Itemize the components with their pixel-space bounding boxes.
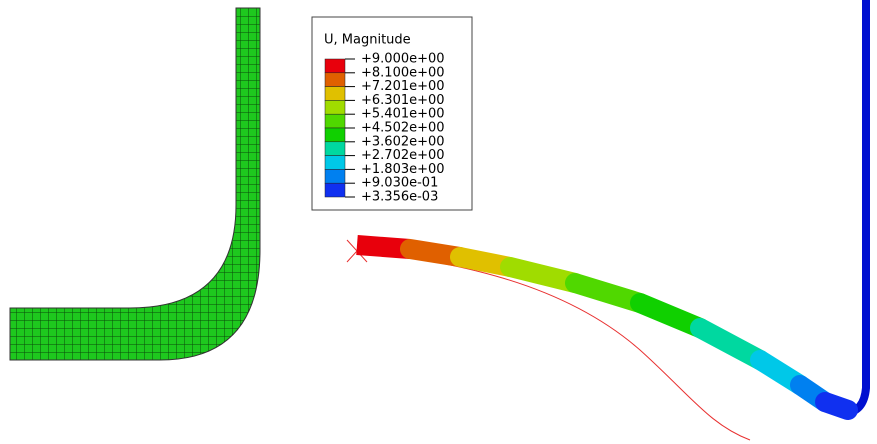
deformed-beam (357, 245, 848, 410)
legend-label: +7.201e+00 (361, 79, 445, 94)
legend-label: +5.401e+00 (361, 107, 445, 122)
beam-segment (575, 283, 640, 303)
legend-label: +4.502e+00 (361, 121, 445, 136)
beam-segment (510, 267, 575, 283)
viewport: U, Magnitude +9.000e+00+8.100e+00+7.201e… (0, 0, 877, 444)
page: U, Magnitude +9.000e+00+8.100e+00+7.201e… (0, 0, 877, 444)
legend-label: +3.356e-03 (361, 190, 438, 205)
legend-label: +6.301e+00 (361, 93, 445, 108)
legend-label: +9.000e+00 (361, 52, 445, 67)
legend-band (325, 128, 345, 142)
legend-band (325, 100, 345, 114)
legend-label: +1.803e+00 (361, 162, 445, 177)
undeformed-mesh (10, 8, 260, 360)
beam-segment (700, 328, 760, 360)
legend-band (325, 59, 345, 73)
legend-label: +2.702e+00 (361, 148, 445, 163)
legend-label: +3.602e+00 (361, 134, 445, 149)
legend-band (325, 142, 345, 156)
wall (845, 0, 866, 413)
legend: U, Magnitude +9.000e+00+8.100e+00+7.201e… (312, 17, 472, 210)
legend-title: U, Magnitude (324, 33, 411, 48)
legend-band (325, 183, 345, 197)
legend-label: +9.030e-01 (361, 176, 438, 191)
legend-band (325, 169, 345, 183)
legend-band (325, 87, 345, 101)
legend-scale: +9.000e+00+8.100e+00+7.201e+00+6.301e+00… (325, 52, 445, 205)
beam-segment (825, 402, 848, 410)
legend-band (325, 156, 345, 170)
legend-band (325, 114, 345, 128)
legend-label: +8.100e+00 (361, 65, 445, 80)
legend-band (325, 73, 345, 87)
